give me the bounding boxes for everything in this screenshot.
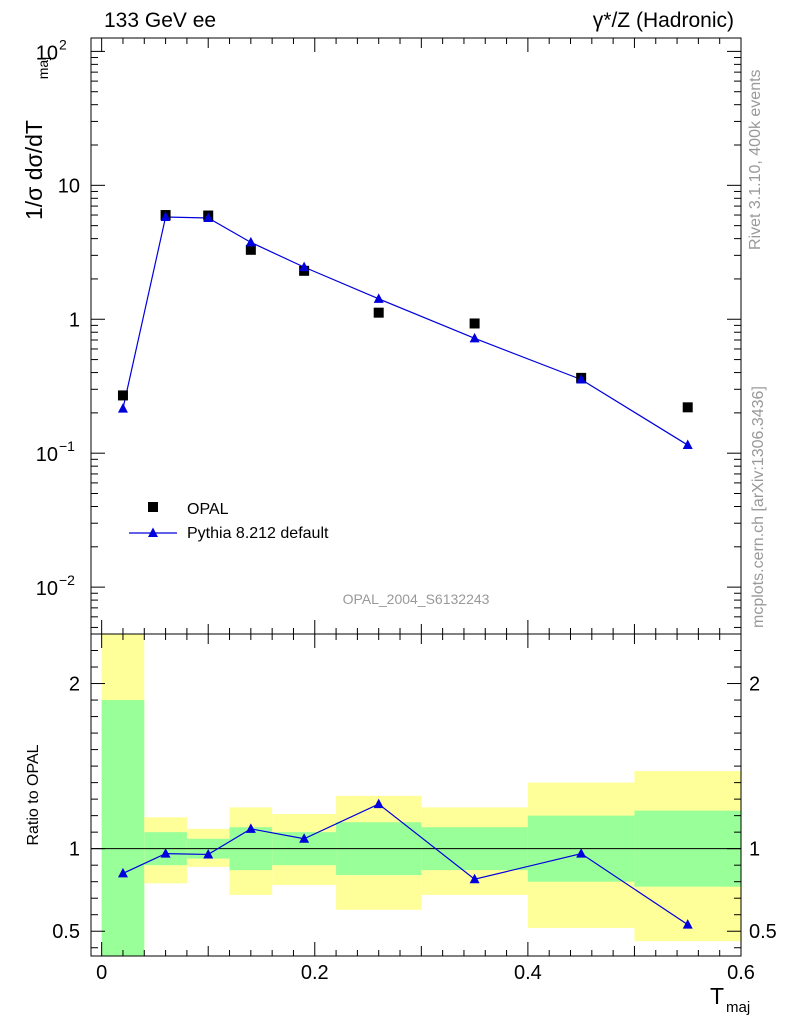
x-axis-label-sub: maj <box>726 999 750 1016</box>
mc-point <box>245 236 256 247</box>
ratio-point <box>160 848 171 858</box>
ratio-point <box>469 873 480 884</box>
ratio-y-tick-label-right: 2 <box>749 674 760 696</box>
legend-label-mc: Pythia 8.212 default <box>187 525 329 542</box>
mc-point <box>469 332 480 343</box>
analysis-id: OPAL_2004_S6132243 <box>343 591 490 607</box>
ratio-y-tick-label-right: 1 <box>749 839 760 861</box>
legend-marker-data <box>148 502 158 512</box>
data-point <box>373 307 384 318</box>
x-axis-label: T <box>710 983 724 1009</box>
mc-point <box>682 439 693 450</box>
y-tick-label-exp: −1 <box>59 438 75 454</box>
ratio-point <box>245 823 256 833</box>
ratio-panel <box>91 634 741 956</box>
mc-point <box>117 403 128 413</box>
ratio-point <box>576 848 587 858</box>
y-tick-label-base: 10 <box>36 42 58 64</box>
chart-title-left: 133 GeV ee <box>104 9 216 32</box>
data-point <box>469 318 480 329</box>
x-tick-label: 0 <box>96 962 107 984</box>
y-axis-label: 1/σ dσ/dT <box>21 120 47 220</box>
y-tick-label: 10 <box>58 175 80 197</box>
ratio-point <box>203 848 214 859</box>
chart-title-right: γ*/Z (Hadronic) <box>593 9 734 32</box>
x-tick-label: 0.2 <box>301 962 329 984</box>
data-point <box>245 244 256 255</box>
mc-point <box>299 261 310 272</box>
ratio-point <box>299 833 310 843</box>
mc-point <box>576 373 587 384</box>
y-tick-label-exp: 2 <box>59 36 67 52</box>
ratio-y-axis-label: Ratio to OPAL <box>25 744 42 845</box>
y-tick-label-exp: −2 <box>59 572 75 588</box>
mc-series-line <box>122 216 689 446</box>
data-point <box>682 402 693 413</box>
ratio-y-tick-label-right: 0.5 <box>749 921 777 943</box>
main-panel: OPAL Pythia 8.212 default OPAL_2004_S61322… <box>117 210 693 607</box>
main-frame <box>90 37 742 635</box>
data-point <box>117 390 128 401</box>
ratio-y-tick-label: 0.5 <box>52 921 80 943</box>
ratio-point <box>373 798 384 809</box>
legend-marker-mc <box>148 527 158 537</box>
ratio-band-inner <box>101 700 145 956</box>
ratio-y-tick-label: 1 <box>69 839 80 861</box>
x-tick-label: 0.6 <box>727 962 755 984</box>
rivet-version-label: Rivet 3.1.10, 400k events <box>747 69 764 250</box>
mc-point <box>373 293 384 303</box>
y-tick-label-base: 10 <box>36 444 58 466</box>
mc-point <box>203 212 214 223</box>
ratio-y-tick-label: 2 <box>69 674 80 696</box>
x-tick-label: 0.4 <box>514 962 542 984</box>
ratio-frame <box>90 633 742 957</box>
y-tick-label: 1 <box>69 309 80 331</box>
y-tick-label-base: 10 <box>36 578 58 600</box>
ratio-point <box>682 919 693 929</box>
ratio-point <box>117 867 128 878</box>
legend-label-data: OPAL <box>187 501 229 518</box>
y-axis-label-sub: maj <box>35 57 51 80</box>
mcplots-label: mcplots.cern.ch [arXiv:1306.3436] <box>750 386 767 628</box>
mc-point <box>160 211 171 222</box>
